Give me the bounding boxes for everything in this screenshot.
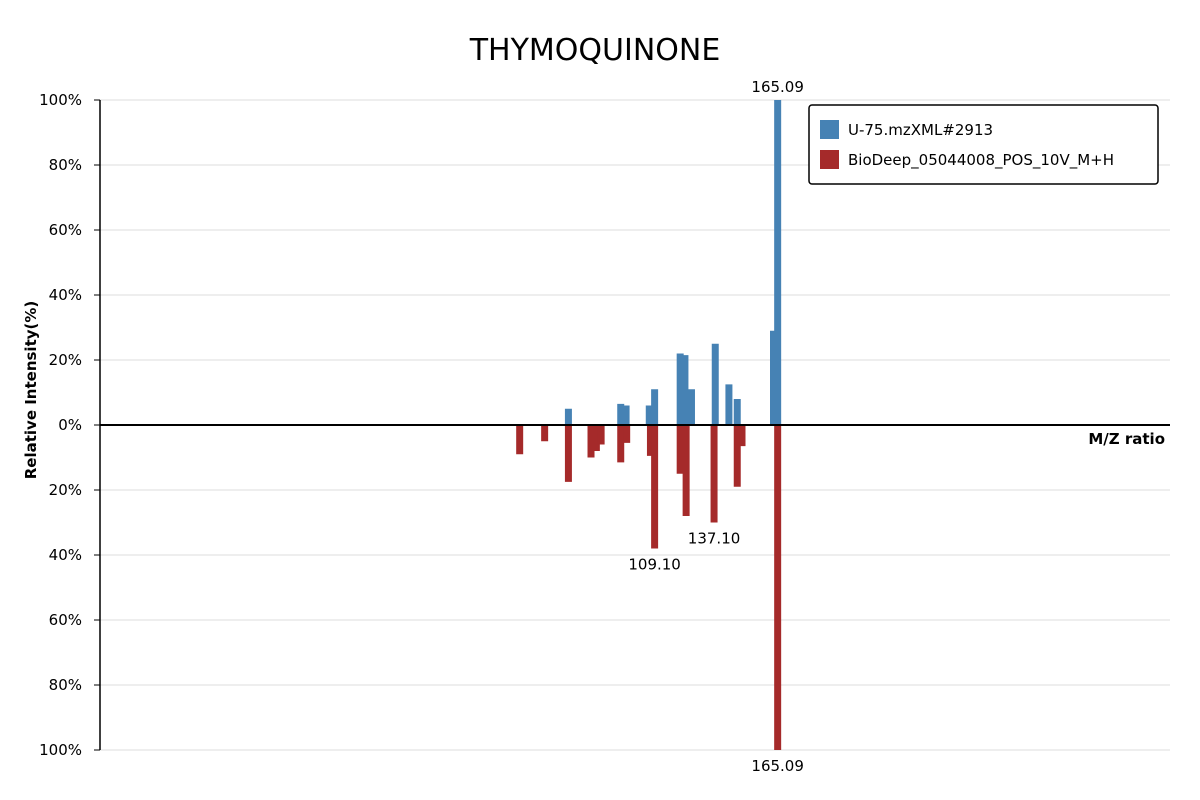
bar-query xyxy=(774,100,782,425)
y-axis-ticks: 100% 80% 60% 40% 20% 0% 20% 40% 60% 80% 100% xyxy=(39,91,100,759)
bar-reference xyxy=(564,425,572,482)
legend-box xyxy=(808,104,1159,185)
bar-query xyxy=(651,389,659,425)
y-tick-label: 0% xyxy=(58,416,82,434)
y-tick-label: 60% xyxy=(49,611,82,629)
spectrum-bars xyxy=(516,100,782,750)
x-axis-title: M/Z ratio xyxy=(1088,430,1165,448)
bar-reference xyxy=(617,425,625,463)
bar-query xyxy=(622,405,630,425)
y-tick-label: 60% xyxy=(49,221,82,239)
bar-reference xyxy=(592,425,600,451)
bar-reference xyxy=(682,425,690,516)
bar-query xyxy=(676,353,684,425)
bar-query xyxy=(681,355,689,425)
peak-labels: 165.09 109.10 137.10 165.09 xyxy=(628,78,804,775)
bar-query xyxy=(733,399,741,425)
y-tick-label: 100% xyxy=(39,91,82,109)
bar-reference xyxy=(541,425,549,442)
legend-swatch-query xyxy=(820,120,839,139)
peak-label-reference: 165.09 xyxy=(751,757,804,775)
bar-reference xyxy=(733,425,741,487)
y-axis-title: Relative Intensity(%) xyxy=(22,301,40,480)
legend: U-75.mzXML#2913 BioDeep_05044008_POS_10V… xyxy=(808,104,1159,185)
bar-query xyxy=(617,403,625,425)
y-tick-label: 80% xyxy=(49,676,82,694)
bar-query xyxy=(645,405,653,425)
bar-query xyxy=(564,408,572,425)
peak-label-query: 165.09 xyxy=(751,78,804,96)
bar-reference xyxy=(646,425,654,456)
bar-query xyxy=(725,384,733,425)
peak-label-reference: 137.10 xyxy=(688,530,741,548)
bar-reference xyxy=(587,425,595,458)
y-tick-label: 100% xyxy=(39,741,82,759)
grid-lines xyxy=(100,99,1170,751)
legend-label-query: U-75.mzXML#2913 xyxy=(848,121,993,139)
bar-query xyxy=(711,343,719,425)
bar-reference xyxy=(774,425,782,750)
bar-reference xyxy=(651,425,659,549)
peak-label-reference: 109.10 xyxy=(628,556,681,574)
bar-reference xyxy=(623,425,631,443)
legend-swatch-reference xyxy=(820,150,839,169)
chart-title: THYMOQUINONE xyxy=(469,33,721,68)
y-tick-label: 20% xyxy=(49,351,82,369)
bar-query xyxy=(770,330,778,425)
y-tick-label: 80% xyxy=(49,156,82,174)
y-tick-label: 20% xyxy=(49,481,82,499)
y-tick-label: 40% xyxy=(49,546,82,564)
bar-reference xyxy=(738,425,746,447)
bar-query xyxy=(687,389,695,425)
y-tick-label: 40% xyxy=(49,286,82,304)
bar-reference xyxy=(676,425,684,474)
bar-reference xyxy=(710,425,718,523)
bar-reference xyxy=(516,425,524,455)
bar-reference xyxy=(597,425,605,445)
legend-label-reference: BioDeep_05044008_POS_10V_M+H xyxy=(848,151,1114,170)
